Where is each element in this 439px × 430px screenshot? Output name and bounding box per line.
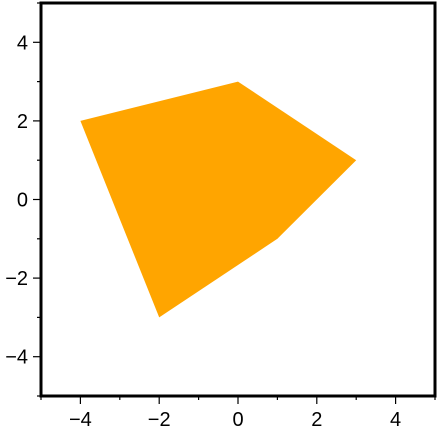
y-tick-label: 2 [17,111,28,133]
y-tick-label: 4 [17,32,28,54]
x-tick-label: −4 [69,409,92,430]
x-tick-label: −2 [148,409,171,430]
x-tick-label: 4 [390,409,401,430]
y-tick-label: −4 [5,347,28,369]
y-tick-label: −2 [5,268,28,290]
y-tick-label: 0 [17,190,28,212]
plot-area [80,81,357,318]
axes: −4 −2 0 2 4 −4 −2 0 2 4 [5,1,437,430]
x-tick-label: 0 [232,409,243,430]
x-tick-label: 2 [311,409,322,430]
polygon-series-0 [80,81,357,318]
